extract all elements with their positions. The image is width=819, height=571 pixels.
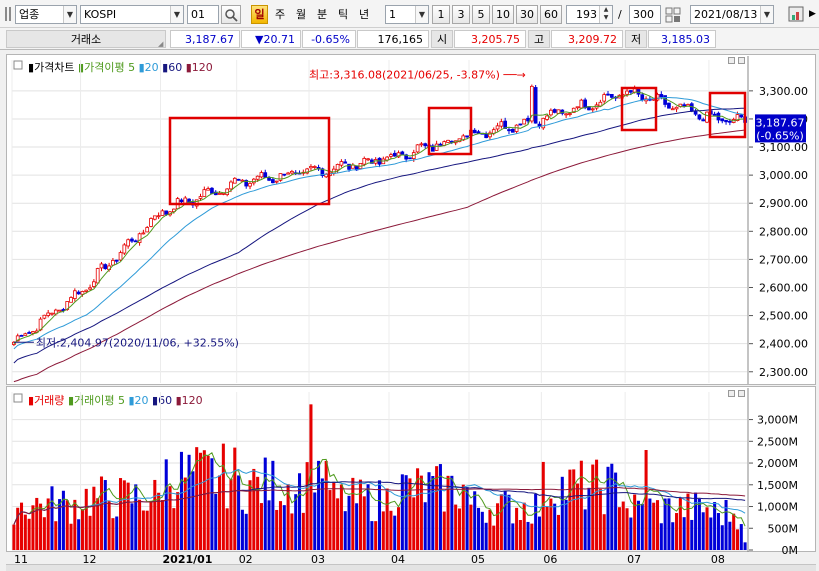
period-week-button[interactable]: 주 — [275, 8, 286, 21]
total-count-input[interactable]: 300 — [629, 5, 661, 24]
exchange-label: 거래소 — [6, 30, 166, 48]
price-change: ▼20.71 — [241, 30, 301, 48]
chevron-down-icon[interactable]: ▼ — [63, 6, 76, 23]
index-code-select[interactable]: KOSPI ▼ — [80, 5, 184, 24]
panel-maximize-icon[interactable] — [738, 390, 745, 397]
horizontal-scrollbar[interactable] — [6, 564, 816, 571]
legend-vol-ma60: 60 — [158, 394, 173, 407]
chevron-down-icon[interactable]: ▼ — [760, 6, 773, 23]
chevron-right-icon[interactable]: ▶ — [809, 9, 816, 19]
grid-options-icon[interactable] — [665, 7, 681, 23]
interval-3-button[interactable]: 3 — [452, 5, 470, 24]
interval-1-button[interactable]: 1 — [432, 5, 450, 24]
panel-maximize-icon[interactable] — [738, 57, 745, 64]
high-label: 고 — [528, 30, 550, 48]
low-price: 3,185.03 — [648, 30, 716, 48]
date-value: 2021/08/13 — [694, 8, 758, 21]
count-value: 01 — [191, 8, 205, 21]
interval-60-button[interactable]: 60 — [540, 5, 562, 24]
resize-corner-icon: ◢ — [158, 40, 164, 48]
period-tick-button[interactable]: 틱 — [338, 8, 349, 21]
view-count-value: 193 — [576, 8, 597, 21]
interval-30-button[interactable]: 30 — [516, 5, 538, 24]
current-price: 3,187.67 — [170, 30, 240, 48]
volume-chart-panel[interactable] — [6, 386, 816, 552]
volume-value: 176,165 — [357, 30, 429, 48]
legend-price: 가격차트 — [34, 61, 75, 74]
chevron-down-icon[interactable]: ▼ — [415, 6, 428, 23]
volume-legend: ▮거래량 ▮거래이평 5 ▮20 ▮60 ▮120 — [28, 394, 203, 407]
top-toolbar: 업종 ▼ KOSPI ▼ 01 일 주 월 분 틱 년 1 ▼ 1 3 5 10… — [0, 0, 819, 28]
unit-select[interactable]: 1 ▼ — [385, 5, 429, 24]
low-label: 저 — [625, 30, 647, 48]
period-month-button[interactable]: 월 — [296, 8, 307, 21]
period-minute-button[interactable]: 분 — [317, 8, 328, 21]
search-button[interactable] — [221, 5, 241, 24]
price-legend: ▮가격차트 ▮가격이평 5 ▮20 ▮60 ▮120 — [28, 61, 213, 74]
legend-vol-ma120: 120 — [181, 394, 203, 407]
interval-5-button[interactable]: 5 — [472, 5, 490, 24]
open-price: 3,205.75 — [454, 30, 526, 48]
period-year-button[interactable]: 년 — [359, 8, 370, 21]
legend-ma60: 60 — [168, 61, 183, 74]
market-type-value: 업종 — [19, 8, 40, 21]
date-picker[interactable]: 2021/08/13 ▼ — [690, 5, 774, 24]
interval-10-button[interactable]: 10 — [492, 5, 514, 24]
change-rate: -0.65% — [302, 30, 356, 48]
legend-vol-ma5: 거래이평 5 — [74, 394, 125, 407]
index-code-value: KOSPI — [84, 8, 117, 21]
count-separator: / — [618, 8, 622, 21]
legend-volume: 거래량 — [34, 394, 65, 407]
price-chart-panel[interactable] — [6, 54, 816, 385]
market-type-select[interactable]: 업종 ▼ — [15, 5, 77, 24]
save-icon[interactable] — [788, 6, 804, 22]
panel-minimize-icon[interactable] — [728, 390, 735, 397]
unit-value: 1 — [389, 8, 396, 21]
period-day-button[interactable]: 일 — [251, 5, 268, 24]
count-input[interactable]: 01 — [187, 5, 219, 24]
total-count-value: 300 — [633, 8, 654, 21]
high-price: 3,209.72 — [551, 30, 623, 48]
panel-minimize-icon[interactable] — [728, 57, 735, 64]
search-icon — [225, 9, 238, 22]
legend-ma120: 120 — [191, 61, 213, 74]
legend-ma5: 가격이평 5 — [84, 61, 136, 74]
legend-ma20: 20 — [144, 61, 159, 74]
open-label: 시 — [431, 30, 453, 48]
panel-drag-icon[interactable] — [13, 60, 23, 70]
chevron-down-icon[interactable]: ▼ — [170, 6, 183, 23]
panel-drag-icon[interactable] — [13, 393, 23, 403]
spin-arrows-icon[interactable]: ▲ ▼ — [599, 6, 612, 23]
view-count-spinner[interactable]: 193 ▲ ▼ — [566, 5, 613, 24]
legend-vol-ma20: 20 — [134, 394, 149, 407]
drag-grip-icon[interactable] — [5, 7, 13, 21]
